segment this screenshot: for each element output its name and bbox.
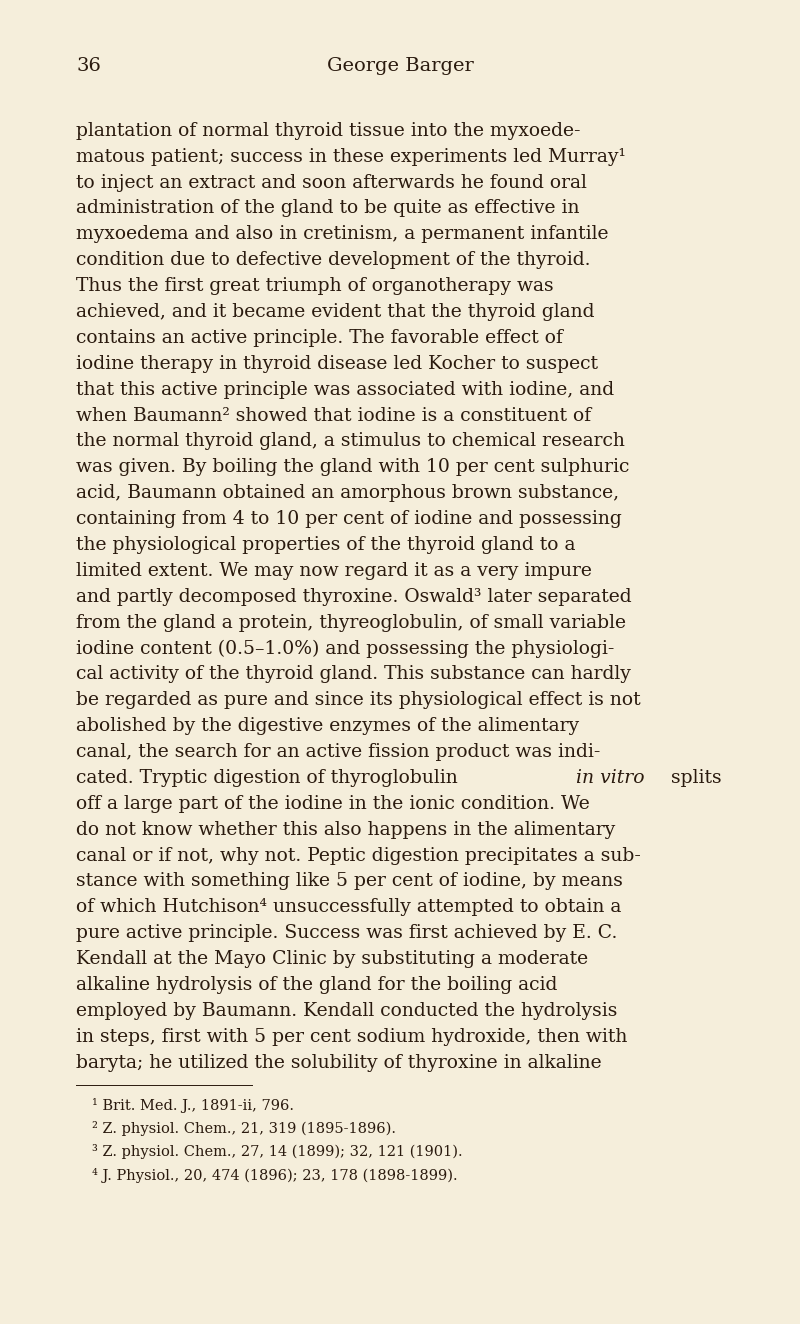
Text: iodine content (0.5–1.0%) and possessing the physiologi-: iodine content (0.5–1.0%) and possessing… (76, 639, 614, 658)
Text: canal or if not, why not. Peptic digestion precipitates a sub-: canal or if not, why not. Peptic digesti… (76, 846, 641, 865)
Text: Thus the first great triumph of organotherapy was: Thus the first great triumph of organoth… (76, 277, 554, 295)
Text: George Barger: George Barger (326, 57, 474, 75)
Text: condition due to defective development of the thyroid.: condition due to defective development o… (76, 252, 590, 269)
Text: when Baumann² showed that iodine is a constituent of: when Baumann² showed that iodine is a co… (76, 406, 591, 425)
Text: in steps, first with 5 per cent sodium hydroxide, then with: in steps, first with 5 per cent sodium h… (76, 1027, 627, 1046)
Text: administration of the gland to be quite as effective in: administration of the gland to be quite … (76, 200, 579, 217)
Text: in vitro: in vitro (576, 769, 645, 786)
Text: ⁴ J. Physiol., 20, 474 (1896); 23, 178 (1898-1899).: ⁴ J. Physiol., 20, 474 (1896); 23, 178 (… (92, 1168, 458, 1182)
Text: containing from 4 to 10 per cent of iodine and possessing: containing from 4 to 10 per cent of iodi… (76, 510, 622, 528)
Text: employed by Baumann. Kendall conducted the hydrolysis: employed by Baumann. Kendall conducted t… (76, 1002, 618, 1019)
Text: to inject an extract and soon afterwards he found oral: to inject an extract and soon afterwards… (76, 173, 587, 192)
Text: baryta; he utilized the solubility of thyroxine in alkaline: baryta; he utilized the solubility of th… (76, 1054, 602, 1071)
Text: of which Hutchison⁴ unsuccessfully attempted to obtain a: of which Hutchison⁴ unsuccessfully attem… (76, 898, 622, 916)
Text: contains an active principle. The favorable effect of: contains an active principle. The favora… (76, 328, 563, 347)
Text: ¹ Brit. Med. J., 1891-ii, 796.: ¹ Brit. Med. J., 1891-ii, 796. (92, 1098, 294, 1113)
Text: plantation of normal thyroid tissue into the myxoede-: plantation of normal thyroid tissue into… (76, 122, 581, 140)
Text: and partly decomposed thyroxine. Oswald³ later separated: and partly decomposed thyroxine. Oswald³… (76, 588, 632, 605)
Text: alkaline hydrolysis of the gland for the boiling acid: alkaline hydrolysis of the gland for the… (76, 976, 558, 994)
Text: that this active principle was associated with iodine, and: that this active principle was associate… (76, 381, 614, 399)
Text: pure active principle. Success was first achieved by E. C.: pure active principle. Success was first… (76, 924, 618, 943)
Text: the normal thyroid gland, a stimulus to chemical research: the normal thyroid gland, a stimulus to … (76, 433, 625, 450)
Text: acid, Baumann obtained an amorphous brown substance,: acid, Baumann obtained an amorphous brow… (76, 485, 619, 502)
Text: was given. By boiling the gland with 10 per cent sulphuric: was given. By boiling the gland with 10 … (76, 458, 630, 477)
Text: from the gland a protein, thyreoglobulin, of small variable: from the gland a protein, thyreoglobulin… (76, 613, 626, 632)
Text: cal activity of the thyroid gland. This substance can hardly: cal activity of the thyroid gland. This … (76, 666, 631, 683)
Text: off a large part of the iodine in the ionic condition. We: off a large part of the iodine in the io… (76, 794, 590, 813)
Text: abolished by the digestive enzymes of the alimentary: abolished by the digestive enzymes of th… (76, 718, 579, 735)
Text: limited extent. We may now regard it as a very impure: limited extent. We may now regard it as … (76, 561, 592, 580)
Text: the physiological properties of the thyroid gland to a: the physiological properties of the thyr… (76, 536, 575, 553)
Text: be regarded as pure and since its physiological effect is not: be regarded as pure and since its physio… (76, 691, 641, 710)
Text: cated. Tryptic digestion of thyroglobulin: cated. Tryptic digestion of thyroglobuli… (76, 769, 464, 786)
Text: do not know whether this also happens in the alimentary: do not know whether this also happens in… (76, 821, 615, 838)
Text: stance with something like 5 per cent of iodine, by means: stance with something like 5 per cent of… (76, 873, 623, 891)
Text: canal, the search for an active fission product was indi-: canal, the search for an active fission … (76, 743, 600, 761)
Text: achieved, and it became evident that the thyroid gland: achieved, and it became evident that the… (76, 303, 594, 320)
Text: myxoedema and also in cretinism, a permanent infantile: myxoedema and also in cretinism, a perma… (76, 225, 609, 244)
Text: Kendall at the Mayo Clinic by substituting a moderate: Kendall at the Mayo Clinic by substituti… (76, 951, 588, 968)
Text: ² Z. physiol. Chem., 21, 319 (1895-1896).: ² Z. physiol. Chem., 21, 319 (1895-1896)… (92, 1121, 396, 1136)
Text: iodine therapy in thyroid disease led Kocher to suspect: iodine therapy in thyroid disease led Ko… (76, 355, 598, 373)
Text: 36: 36 (76, 57, 101, 75)
Text: splits: splits (665, 769, 722, 786)
Text: matous patient; success in these experiments led Murray¹: matous patient; success in these experim… (76, 148, 626, 166)
Text: ³ Z. physiol. Chem., 27, 14 (1899); 32, 121 (1901).: ³ Z. physiol. Chem., 27, 14 (1899); 32, … (92, 1144, 462, 1160)
